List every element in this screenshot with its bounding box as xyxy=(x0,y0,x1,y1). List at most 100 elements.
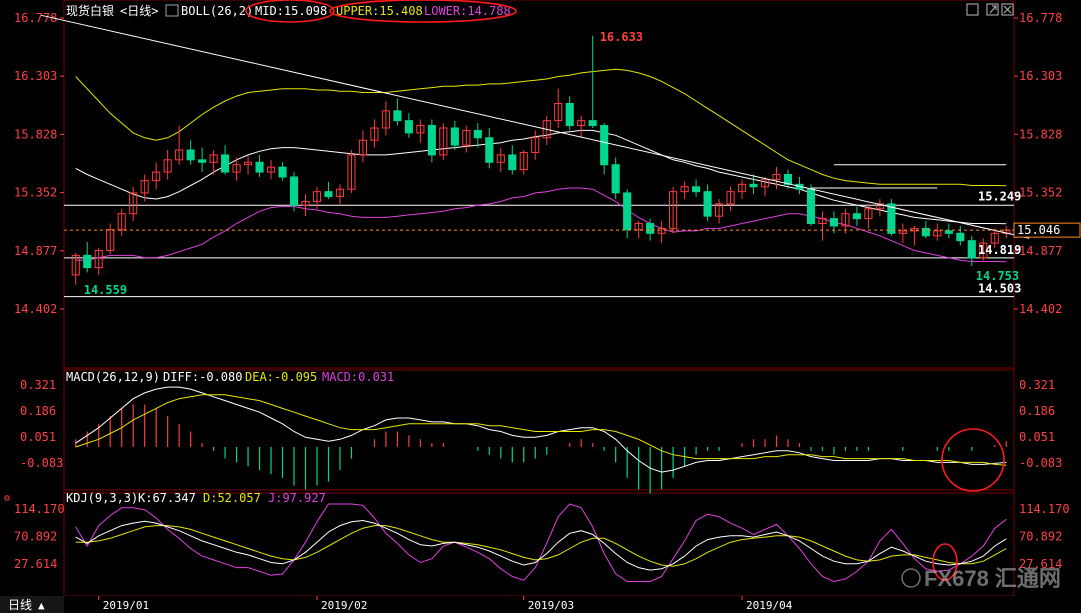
date-axis-bg xyxy=(64,596,1081,613)
period-tab[interactable] xyxy=(0,596,64,613)
macd-diff-value: DIFF:-0.080 xyxy=(163,370,242,384)
upper-lower-highlight-circle xyxy=(329,0,517,23)
candle-body xyxy=(818,218,827,225)
boll-label: BOLL(26,2) xyxy=(181,4,253,18)
price-tick-right: 14.402 xyxy=(1019,302,1062,316)
boll-lines xyxy=(75,68,1007,263)
instrument-title: 现货白银 xyxy=(66,3,114,18)
candles xyxy=(71,35,1011,285)
candle-body xyxy=(129,192,138,215)
macd-dea-value: DEA:-0.095 xyxy=(245,370,317,384)
kdj-j-line xyxy=(75,503,1007,583)
candle-body xyxy=(921,227,930,237)
descending-trendline xyxy=(41,14,1030,239)
macd-panel-frame xyxy=(63,369,1015,491)
macd-tick-left: 0.321 xyxy=(20,378,56,392)
macd-tick-left: 0.051 xyxy=(20,430,56,444)
kdj-d-line xyxy=(75,525,1007,567)
candle-body xyxy=(358,139,368,156)
candle-body xyxy=(783,174,793,185)
macd-title: MACD(26,12,9) xyxy=(66,370,160,384)
period-tab-arrow-icon: ▲ xyxy=(38,599,45,612)
candle-body xyxy=(71,254,80,276)
kdj-tick-left: 27.614 xyxy=(14,557,57,571)
kdj-k-line xyxy=(75,519,1007,571)
date-tick-label: 2019/04 xyxy=(746,599,793,612)
kdj-y-axis: 114.170 114.170 70.892 70.892 27.614 27.614 xyxy=(14,502,1070,571)
kdj-settings-icon[interactable]: ⚙ xyxy=(3,493,10,504)
kdj-tick-right: 114.170 xyxy=(1019,502,1070,516)
restore-icon[interactable] xyxy=(966,3,979,16)
price-tick-right: 14.877 xyxy=(1019,244,1062,258)
macd-highlight-circle xyxy=(941,428,1005,492)
mid-highlight-circle xyxy=(245,0,335,23)
price-tick-left: 14.877 xyxy=(14,244,57,258)
kdj-tick-right: 27.614 xyxy=(1019,557,1062,571)
watermark-text: FX678 汇通网 xyxy=(924,566,1061,591)
price-tick-left: 14.402 xyxy=(14,302,57,316)
candle-body xyxy=(933,230,942,237)
candle-body xyxy=(657,227,666,234)
candle-body xyxy=(232,164,241,173)
candle-body xyxy=(806,188,816,225)
candle-body xyxy=(243,161,253,166)
candle-body xyxy=(967,240,976,259)
candle-body xyxy=(565,102,574,127)
candle-body xyxy=(990,232,999,244)
candle-body xyxy=(278,166,287,178)
current-price-marker: 15.046 xyxy=(64,222,1081,238)
candle-body xyxy=(347,154,356,190)
candle-body xyxy=(875,203,884,210)
candle-body xyxy=(462,129,471,146)
kdj-panel-frame xyxy=(63,492,1015,597)
watermark-logo-icon xyxy=(901,568,921,588)
candle-body xyxy=(427,125,436,156)
macd-macd-value: MACD:0.031 xyxy=(322,370,394,384)
candle-body xyxy=(864,208,873,220)
candle-body xyxy=(324,191,333,198)
candle-body xyxy=(703,191,712,217)
candle-body xyxy=(944,230,953,234)
macd-tick-right: -0.083 xyxy=(1019,456,1062,470)
boll-lower-value: LOWER:14.788 xyxy=(424,4,511,18)
candle-body xyxy=(634,223,643,231)
date-axis: 2019/01 2019/02 2019/03 2019/04 xyxy=(64,596,1081,613)
kdj-tick-left: 70.892 xyxy=(14,530,57,544)
candle-body xyxy=(301,200,310,206)
maximize-icon[interactable] xyxy=(986,3,999,16)
boll-lower-line xyxy=(75,187,1007,263)
candle-body xyxy=(623,192,632,231)
candle-body xyxy=(508,154,517,171)
price-annotation: 16.633 xyxy=(600,30,643,44)
panel-frames xyxy=(63,0,1015,597)
candle-body xyxy=(829,218,839,227)
candle-body xyxy=(772,174,781,180)
candle-body xyxy=(611,164,620,194)
candle-body xyxy=(393,110,402,122)
candle-body xyxy=(450,127,459,146)
candle-body xyxy=(600,125,609,166)
date-tick-label: 2019/02 xyxy=(321,599,367,612)
price-tick-left: 15.352 xyxy=(14,186,57,200)
macd-tick-right: 0.186 xyxy=(1019,404,1055,418)
close-icon[interactable] xyxy=(1001,3,1014,16)
kdj-j-value: J:97.927 xyxy=(268,491,326,505)
candle-body xyxy=(680,186,689,193)
candle-body xyxy=(94,249,103,269)
indicator-toggle-icon[interactable] xyxy=(165,4,179,17)
macd-tick-left: -0.083 xyxy=(20,456,63,470)
candle-body xyxy=(749,183,758,188)
candle-body xyxy=(496,154,505,163)
current-price-value: 15.046 xyxy=(1017,223,1060,237)
candle-body xyxy=(554,102,563,122)
candle-body xyxy=(439,127,448,156)
candle-body xyxy=(163,159,172,173)
price-annotation: 14.819 xyxy=(978,243,1021,257)
price-annotation: 14.753 xyxy=(976,269,1019,283)
boll-upper-line xyxy=(75,68,1007,187)
candle-body xyxy=(760,178,770,188)
current-price-box xyxy=(1013,222,1081,238)
price-panel-frame xyxy=(63,0,1015,369)
